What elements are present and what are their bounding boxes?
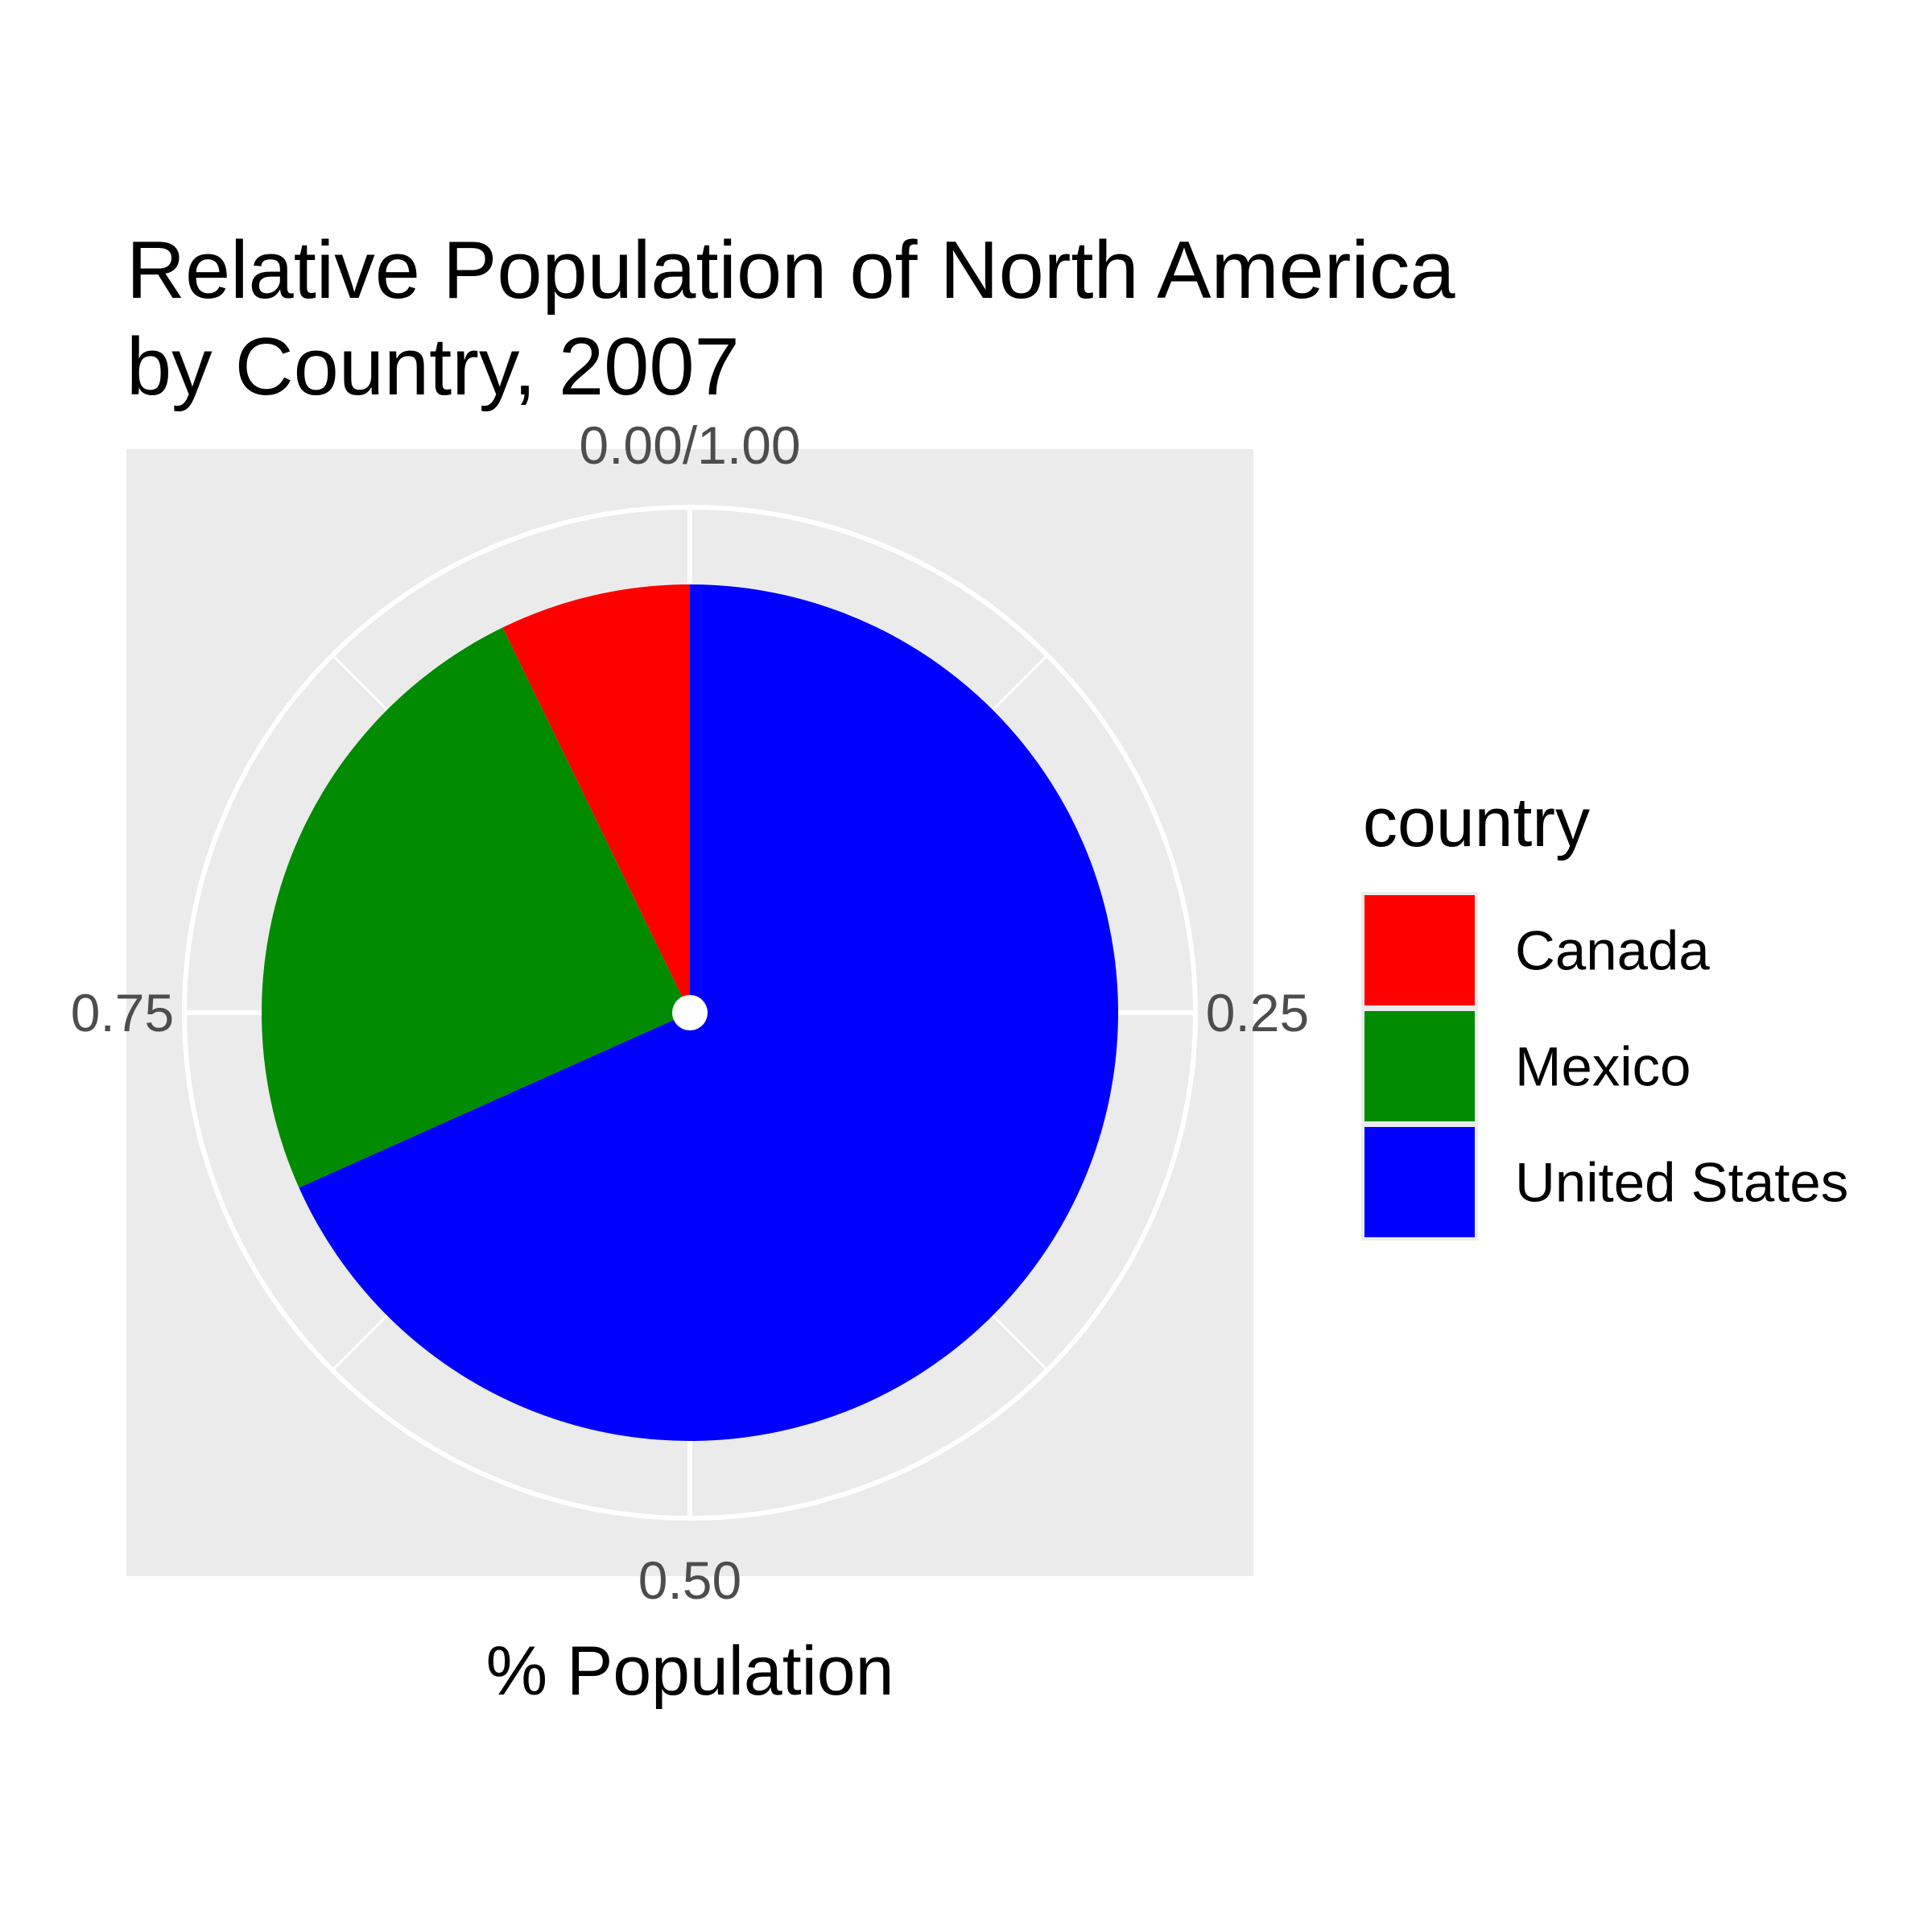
legend-label-mexico: Mexico (1515, 1036, 1691, 1098)
angle-tick-label: 0.25 (1206, 983, 1309, 1042)
pie-center-dot (672, 995, 708, 1030)
legend-label-canada: Canada (1515, 920, 1710, 982)
pie-slice-united-states (299, 584, 1118, 1442)
legend-title: country (1363, 784, 1590, 861)
pie-slice-mexico (262, 627, 690, 1188)
x-axis-title: % Population (486, 1633, 894, 1710)
pie-slices (262, 584, 1118, 1442)
chart-title-line-2: by Country, 2007 (126, 322, 740, 412)
legend-label-united-states: United States (1515, 1152, 1848, 1214)
legend-key-united-states (1361, 1124, 1478, 1241)
angle-tick-label: 0.50 (638, 1550, 741, 1610)
legend: country Canada Mexico United States (1361, 784, 1848, 1241)
legend-key-mexico (1361, 1008, 1478, 1125)
angle-tick-labels: 0.00/1.00 0.25 0.50 0.75 (71, 415, 1309, 1610)
chart-title-line-1: Relative Population of North America (126, 225, 1455, 316)
chart-title: Relative Population of North America by … (126, 225, 1455, 412)
legend-key-canada (1361, 892, 1478, 1009)
pie-slice-canada (502, 584, 690, 1013)
angle-tick-label: 0.00/1.00 (579, 415, 800, 475)
angle-tick-label: 0.75 (71, 983, 174, 1042)
